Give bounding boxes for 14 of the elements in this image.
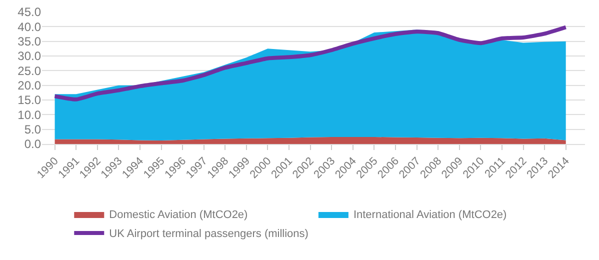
y-tick-label: 40.0 xyxy=(18,20,42,34)
y-tick-label: 15.0 xyxy=(18,93,42,108)
y-tick-label: 25.0 xyxy=(18,64,42,78)
y-tick-label: 45.0 xyxy=(18,5,42,20)
line-series xyxy=(52,25,568,102)
y-tick-label: 0.0 xyxy=(24,137,42,152)
y-tick-label: 5.0 xyxy=(24,122,42,137)
legend-label: UK Airport terminal passengers (millions) xyxy=(109,228,308,240)
y-tick-label: 20.0 xyxy=(18,78,42,93)
y-tick-label: 10.0 xyxy=(18,108,42,122)
legend-label: Domestic Aviation (MtCO2e) xyxy=(109,209,248,222)
legend-label: International Aviation (MtCO2e) xyxy=(353,209,507,222)
y-tick-label: 35.0 xyxy=(18,34,42,49)
y-tick-label: 30.0 xyxy=(18,49,42,64)
